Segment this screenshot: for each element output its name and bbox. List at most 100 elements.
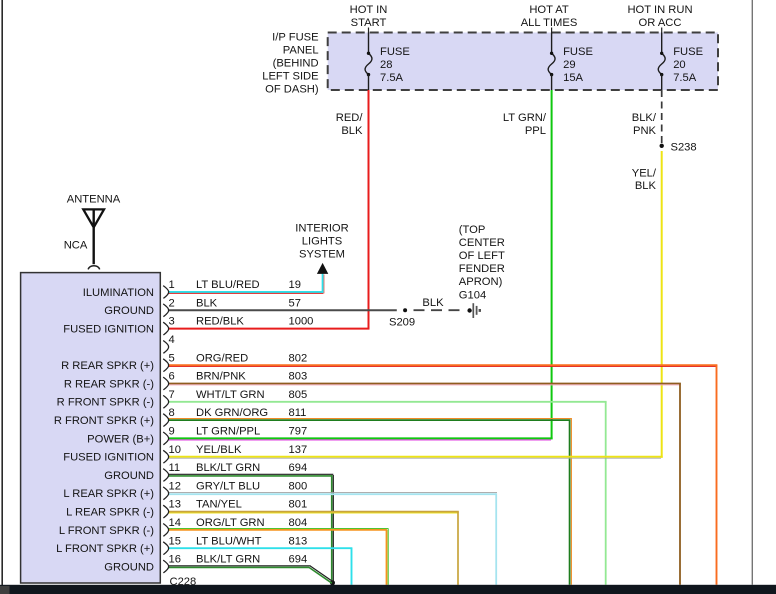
svg-text:LT GRN/: LT GRN/ (503, 112, 547, 124)
svg-text:797: 797 (289, 426, 308, 438)
svg-text:FUSED IGNITION: FUSED IGNITION (63, 324, 154, 336)
svg-text:L REAR SPKR (+): L REAR SPKR (+) (63, 488, 154, 500)
svg-text:OF LEFT: OF LEFT (459, 250, 505, 262)
svg-text:4: 4 (169, 334, 175, 346)
svg-text:S238: S238 (671, 142, 697, 154)
svg-text:BLK: BLK (341, 125, 363, 137)
svg-text:13: 13 (169, 499, 181, 511)
svg-text:800: 800 (289, 480, 308, 492)
svg-text:GROUND: GROUND (104, 561, 154, 573)
svg-text:BLK: BLK (196, 297, 218, 309)
svg-text:11: 11 (169, 462, 181, 474)
svg-text:YEL/: YEL/ (632, 168, 657, 180)
svg-text:I/P FUSE: I/P FUSE (272, 32, 318, 44)
svg-text:5: 5 (169, 352, 175, 364)
svg-text:R FRONT SPKR (+): R FRONT SPKR (+) (54, 415, 154, 427)
svg-text:6: 6 (169, 371, 175, 383)
svg-text:GROUND: GROUND (104, 470, 154, 482)
svg-text:1000: 1000 (289, 316, 314, 328)
svg-text:HOT IN RUN: HOT IN RUN (627, 4, 692, 16)
svg-text:16: 16 (169, 554, 181, 566)
svg-text:10: 10 (169, 444, 181, 456)
svg-text:57: 57 (289, 297, 301, 309)
svg-text:15A: 15A (563, 72, 583, 84)
svg-text:BRN/PNK: BRN/PNK (196, 371, 246, 383)
svg-text:2: 2 (169, 297, 175, 309)
svg-text:HOT AT: HOT AT (529, 4, 569, 16)
svg-text:APRON): APRON) (459, 276, 503, 288)
svg-text:S209: S209 (389, 316, 415, 328)
svg-text:ILUMINATION: ILUMINATION (83, 287, 154, 299)
svg-text:12: 12 (169, 480, 181, 492)
svg-text:RED/: RED/ (336, 112, 364, 124)
svg-text:START: START (351, 17, 387, 29)
svg-text:LEFT SIDE: LEFT SIDE (262, 71, 318, 83)
svg-text:LT BLU/RED: LT BLU/RED (196, 279, 260, 291)
svg-text:LIGHTS: LIGHTS (302, 236, 342, 248)
svg-text:694: 694 (289, 462, 308, 474)
svg-text:INTERIOR: INTERIOR (295, 223, 348, 235)
svg-text:PNK: PNK (633, 125, 657, 137)
svg-text:7: 7 (169, 389, 175, 401)
svg-text:7.5A: 7.5A (380, 72, 404, 84)
svg-text:CENTER: CENTER (459, 237, 505, 249)
svg-text:L FRONT SPKR (+): L FRONT SPKR (+) (56, 543, 154, 555)
svg-text:811: 811 (289, 407, 307, 419)
svg-text:FUSE: FUSE (380, 46, 410, 58)
svg-text:29: 29 (563, 59, 575, 71)
svg-text:694: 694 (289, 554, 308, 566)
svg-text:804: 804 (289, 517, 308, 529)
svg-text:7.5A: 7.5A (673, 72, 697, 84)
svg-text:OF DASH): OF DASH) (265, 84, 319, 96)
svg-text:BLK/: BLK/ (632, 112, 657, 124)
svg-text:L FRONT SPKR (-): L FRONT SPKR (-) (59, 525, 154, 537)
svg-text:801: 801 (289, 499, 308, 511)
svg-text:BLK/LT GRN: BLK/LT GRN (196, 462, 260, 474)
svg-text:FUSE: FUSE (563, 46, 593, 58)
svg-text:1: 1 (169, 279, 175, 291)
svg-text:OR ACC: OR ACC (639, 17, 682, 29)
svg-text:R REAR SPKR (+): R REAR SPKR (+) (61, 360, 154, 372)
svg-text:L REAR SPKR (-): L REAR SPKR (-) (66, 507, 154, 519)
svg-text:GROUND: GROUND (104, 305, 154, 317)
svg-text:PANEL: PANEL (283, 45, 319, 57)
svg-text:DK GRN/ORG: DK GRN/ORG (196, 407, 268, 419)
svg-text:POWER (B+): POWER (B+) (87, 433, 154, 445)
svg-text:RED/BLK: RED/BLK (196, 316, 244, 328)
svg-text:WHT/LT GRN: WHT/LT GRN (196, 389, 265, 401)
svg-text:ORG/RED: ORG/RED (196, 352, 248, 364)
svg-text:FENDER: FENDER (459, 263, 505, 275)
svg-text:8: 8 (169, 407, 175, 419)
svg-text:15: 15 (169, 535, 181, 547)
svg-text:803: 803 (289, 371, 308, 383)
svg-text:GRY/LT BLU: GRY/LT BLU (196, 480, 260, 492)
svg-text:137: 137 (289, 444, 308, 456)
svg-text:14: 14 (169, 517, 181, 529)
svg-text:LT BLU/WHT: LT BLU/WHT (196, 535, 262, 547)
svg-text:ANTENNA: ANTENNA (67, 193, 121, 205)
svg-text:HOT IN: HOT IN (350, 4, 388, 16)
svg-text:28: 28 (380, 59, 392, 71)
svg-text:(BEHIND: (BEHIND (273, 58, 319, 70)
svg-text:R FRONT SPKR (-): R FRONT SPKR (-) (57, 397, 155, 409)
svg-text:20: 20 (673, 59, 685, 71)
svg-text:FUSE: FUSE (673, 46, 703, 58)
svg-text:ORG/LT GRN: ORG/LT GRN (196, 517, 265, 529)
svg-text:LT GRN/PPL: LT GRN/PPL (196, 426, 260, 438)
svg-text:9: 9 (169, 426, 175, 438)
svg-text:G104: G104 (459, 289, 486, 301)
svg-text:3: 3 (169, 316, 175, 328)
svg-text:BLK: BLK (635, 180, 657, 192)
svg-text:NCA: NCA (64, 240, 88, 252)
svg-text:FUSED IGNITION: FUSED IGNITION (63, 452, 154, 464)
svg-text:TAN/YEL: TAN/YEL (196, 499, 242, 511)
svg-text:ALL TIMES: ALL TIMES (521, 17, 578, 29)
svg-text:19: 19 (289, 279, 301, 291)
svg-text:R REAR SPKR (-): R REAR SPKR (-) (64, 378, 154, 390)
svg-text:YEL/BLK: YEL/BLK (196, 444, 242, 456)
svg-text:813: 813 (289, 535, 308, 547)
svg-text:SYSTEM: SYSTEM (299, 249, 345, 261)
svg-text:BLK: BLK (422, 297, 444, 309)
svg-text:(TOP: (TOP (459, 224, 486, 236)
svg-text:802: 802 (289, 352, 308, 364)
